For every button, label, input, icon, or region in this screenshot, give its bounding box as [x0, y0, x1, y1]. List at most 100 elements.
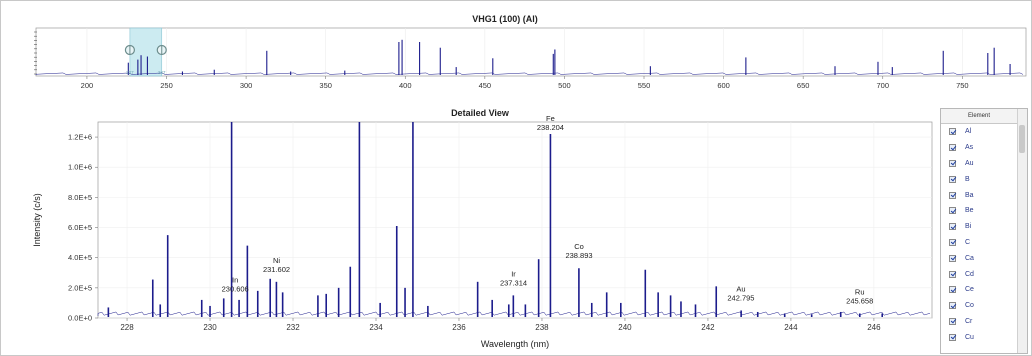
overview-title: VHG1 (100) (Al) [472, 14, 538, 24]
overview-x-tick-label: 200 [81, 81, 94, 90]
legend-item-cd[interactable]: Cd [941, 266, 1027, 282]
element-column-header[interactable]: Element [941, 109, 1017, 124]
detail-plot-area [97, 121, 933, 319]
detail-y-tick-label: 1.2E+6 [68, 133, 92, 142]
element-checkbox[interactable] [949, 223, 956, 231]
element-name-label: C [965, 238, 971, 246]
legend-item-ca[interactable]: Ca [941, 250, 1027, 266]
detail-y-tick-label: 8.0E+5 [68, 193, 92, 202]
legend-item-bi[interactable]: Bi [941, 219, 1027, 235]
element-checkbox[interactable] [949, 254, 956, 262]
element-name-label: Bi [965, 223, 972, 231]
legend-item-ba[interactable]: Ba [941, 187, 1027, 203]
detail-x-tick-label: 244 [784, 323, 798, 332]
detail-x-tick-label: 236 [452, 323, 466, 332]
detail-x-tick-label: 228 [120, 323, 134, 332]
detail-x-tick-label: 240 [618, 323, 632, 332]
element-name-label: Cd [965, 270, 974, 278]
detail-y-tick-label: 0.0E+0 [68, 314, 92, 323]
legend-scrollbar[interactable] [1017, 109, 1027, 353]
element-checkbox[interactable] [949, 317, 956, 325]
overview-selection-right-handle[interactable]: 247 [156, 44, 167, 76]
element-checkbox[interactable] [949, 270, 956, 278]
overview-x-tick-label: 650 [797, 81, 810, 90]
element-checkbox[interactable] [949, 302, 956, 310]
overview-selection-handle-label: 227 [126, 70, 134, 75]
detail-x-tick-label: 238 [535, 323, 549, 332]
detail-y-tick-label: 1.0E+6 [68, 163, 92, 172]
overview-selection-range[interactable] [129, 27, 163, 77]
overview-x-tick-label: 400 [399, 81, 412, 90]
element-name-label: As [965, 144, 974, 152]
overview-selection-handle-label: 247 [158, 70, 166, 75]
overview-x-tick-label: 300 [240, 81, 253, 90]
overview-baseline-noise [35, 72, 1024, 75]
detail-x-axis-label: Wavelength (nm) [481, 339, 549, 349]
element-checkbox[interactable] [949, 207, 956, 215]
element-name-label: Ce [965, 286, 974, 294]
element-checkbox[interactable] [949, 333, 956, 341]
element-name-label: Cr [965, 317, 973, 325]
element-name-label: Au [965, 159, 974, 167]
peak-wavelength-label: 230.606 [222, 284, 249, 293]
peak-wavelength-label: 237.314 [500, 278, 527, 287]
peak-element-label: In [232, 275, 238, 284]
element-checkbox[interactable] [949, 159, 956, 167]
element-name-label: Ba [965, 191, 974, 199]
legend-item-au[interactable]: Au [941, 156, 1027, 172]
element-checkbox[interactable] [949, 238, 956, 246]
peak-element-label: Co [574, 242, 584, 251]
element-name-label: Be [965, 207, 974, 215]
overview-x-tick-label: 500 [558, 81, 571, 90]
overview-plot-area [35, 27, 1027, 77]
overview-x-tick-label: 700 [876, 81, 889, 90]
overview-spectrum-chart[interactable]: VHG1 (100) (Al) 227 247 200 250 300 350 400 45… [0, 0, 1032, 100]
detail-x-tick-label: 242 [701, 323, 715, 332]
element-name-label: Cu [965, 333, 974, 341]
legend-item-as[interactable]: As [941, 140, 1027, 156]
legend-item-be[interactable]: Be [941, 203, 1027, 219]
overview-selection-left-handle[interactable]: 227 [124, 44, 136, 76]
peak-wavelength-label: 231.602 [263, 265, 290, 274]
legend-item-al[interactable]: Al [941, 124, 1027, 140]
peak-element-label: Ir [511, 269, 516, 278]
detail-title: Detailed View [451, 108, 510, 118]
peak-element-label: Ru [855, 287, 865, 296]
overview-x-tick-label: 350 [319, 81, 332, 90]
overview-x-tick-label: 600 [717, 81, 730, 90]
legend-item-c[interactable]: C [941, 235, 1027, 251]
element-checkbox[interactable] [949, 128, 956, 136]
legend-item-co[interactable]: Co [941, 298, 1027, 314]
peak-element-label: Fe [546, 114, 555, 123]
peak-wavelength-label: 238.893 [565, 251, 592, 260]
element-name-label: B [965, 175, 970, 183]
detail-y-axis-label: Intensity (c/s) [32, 193, 42, 247]
detail-x-tick-label: 232 [286, 323, 300, 332]
peak-wavelength-label: 242.795 [727, 293, 754, 302]
element-checkbox[interactable] [949, 175, 956, 183]
overview-x-tick-label: 550 [638, 81, 651, 90]
legend-item-ce[interactable]: Ce [941, 282, 1027, 298]
element-name-label: Co [965, 302, 974, 310]
detail-y-tick-label: 4.0E+5 [68, 253, 92, 262]
legend-item-cr[interactable]: Cr [941, 314, 1027, 330]
legend-item-b[interactable]: B [941, 171, 1027, 187]
overview-x-tick-label: 250 [160, 81, 173, 90]
legend-scroll-thumb[interactable] [1019, 125, 1025, 153]
element-name-label: Al [965, 128, 972, 136]
detail-x-tick-label: 234 [369, 323, 383, 332]
element-checkbox[interactable] [949, 286, 956, 294]
element-legend-panel[interactable]: Element Al As Au B Ba Be Bi C Ca Cd Ce Co Cr Cu [940, 108, 1028, 354]
detail-y-tick-label: 2.0E+5 [68, 283, 92, 292]
legend-item-cu[interactable]: Cu [941, 329, 1027, 345]
element-checkbox[interactable] [949, 144, 956, 152]
element-checkbox[interactable] [949, 191, 956, 199]
element-name-label: Ca [965, 254, 974, 262]
overview-x-tick-label: 450 [479, 81, 492, 90]
